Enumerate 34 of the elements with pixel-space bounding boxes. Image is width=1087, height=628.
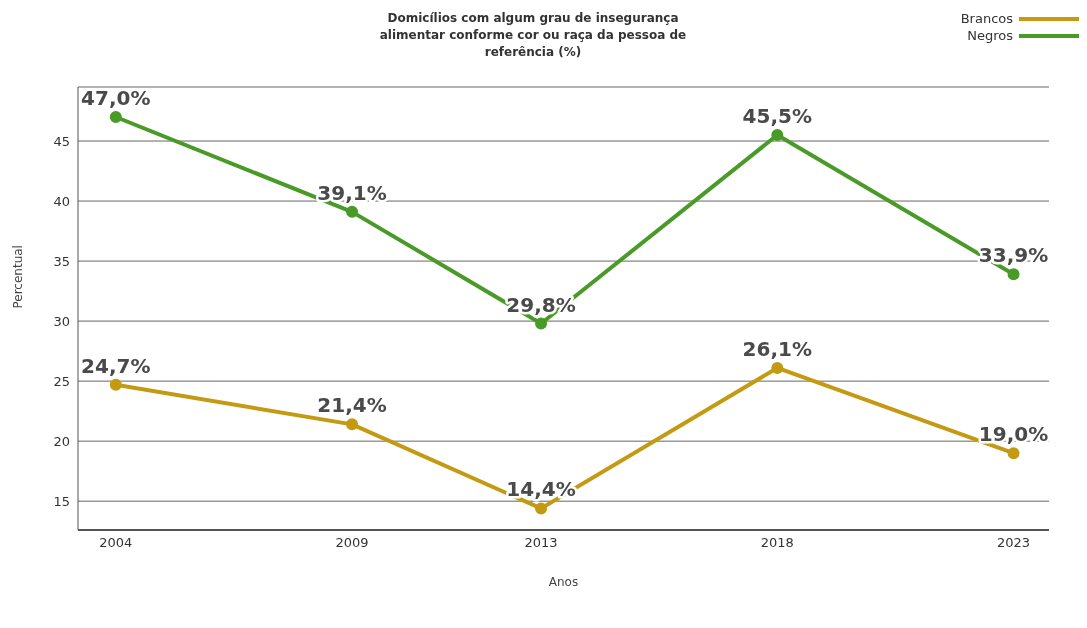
data-label: 26,1% [742, 336, 812, 361]
legend-label: Negros [967, 27, 1013, 44]
data-label: 45,5% [742, 104, 812, 129]
x-axis-title: Anos [548, 575, 579, 589]
data-label: 39,1% [317, 180, 387, 205]
x-tick-label: 2023 [997, 535, 1031, 551]
y-tick-label: 45 [53, 133, 70, 149]
point [1007, 268, 1020, 281]
point [346, 418, 359, 431]
x-tick-label: 2018 [760, 535, 794, 551]
point [109, 111, 122, 124]
point [346, 205, 359, 218]
x-tick-label: 2013 [524, 535, 558, 551]
y-axis-title: Percentual [11, 245, 26, 309]
y-tick-label: 25 [53, 373, 70, 389]
point [535, 502, 548, 515]
data-label: 21,4% [317, 393, 387, 418]
point [109, 378, 122, 391]
y-tick-label: 35 [53, 253, 70, 269]
x-tick-label: 2009 [335, 535, 369, 551]
x-tick-label: 2004 [99, 535, 133, 551]
y-tick-label: 30 [53, 313, 70, 329]
chart-title: Domicílios com algum grau de insegurança alimentar conforme cor ou raça da pessoa de referência (%) [378, 10, 688, 61]
point [771, 361, 784, 374]
point [535, 317, 548, 330]
y-tick-label: 15 [53, 493, 70, 509]
data-label: 24,7% [81, 353, 151, 378]
point [1007, 447, 1020, 460]
y-tick-label: 20 [53, 433, 70, 449]
y-tick-label: 40 [53, 193, 70, 209]
data-label: 19,0% [978, 422, 1049, 447]
data-label: 47,0% [81, 86, 151, 111]
point [771, 129, 784, 142]
legend-label: Brancos [960, 10, 1013, 27]
